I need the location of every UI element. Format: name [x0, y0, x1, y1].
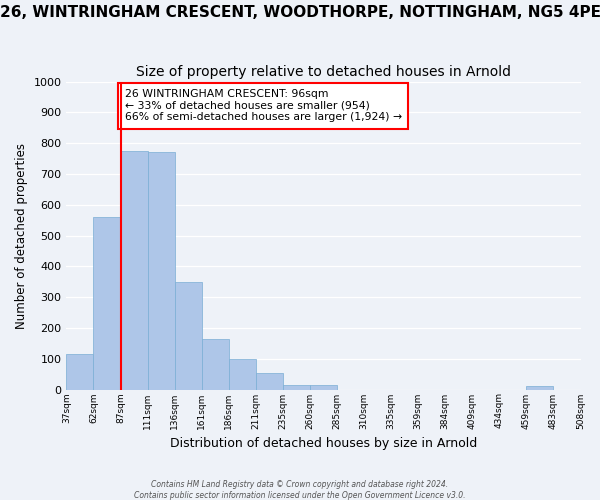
Bar [175, 282, 202, 390]
Bar [256, 372, 283, 390]
Bar [310, 385, 337, 390]
Bar [121, 151, 148, 390]
Bar [283, 385, 310, 390]
Title: Size of property relative to detached houses in Arnold: Size of property relative to detached ho… [136, 65, 511, 79]
Text: 26 WINTRINGHAM CRESCENT: 96sqm
← 33% of detached houses are smaller (954)
66% of: 26 WINTRINGHAM CRESCENT: 96sqm ← 33% of … [125, 90, 402, 122]
Bar [67, 354, 94, 390]
Bar [229, 360, 256, 390]
Text: 26, WINTRINGHAM CRESCENT, WOODTHORPE, NOTTINGHAM, NG5 4PE: 26, WINTRINGHAM CRESCENT, WOODTHORPE, NO… [0, 5, 600, 20]
Y-axis label: Number of detached properties: Number of detached properties [15, 142, 28, 328]
X-axis label: Distribution of detached houses by size in Arnold: Distribution of detached houses by size … [170, 437, 477, 450]
Bar [526, 386, 553, 390]
Bar [94, 217, 121, 390]
Bar [148, 152, 175, 390]
Text: Contains HM Land Registry data © Crown copyright and database right 2024.
Contai: Contains HM Land Registry data © Crown c… [134, 480, 466, 500]
Bar [202, 338, 229, 390]
